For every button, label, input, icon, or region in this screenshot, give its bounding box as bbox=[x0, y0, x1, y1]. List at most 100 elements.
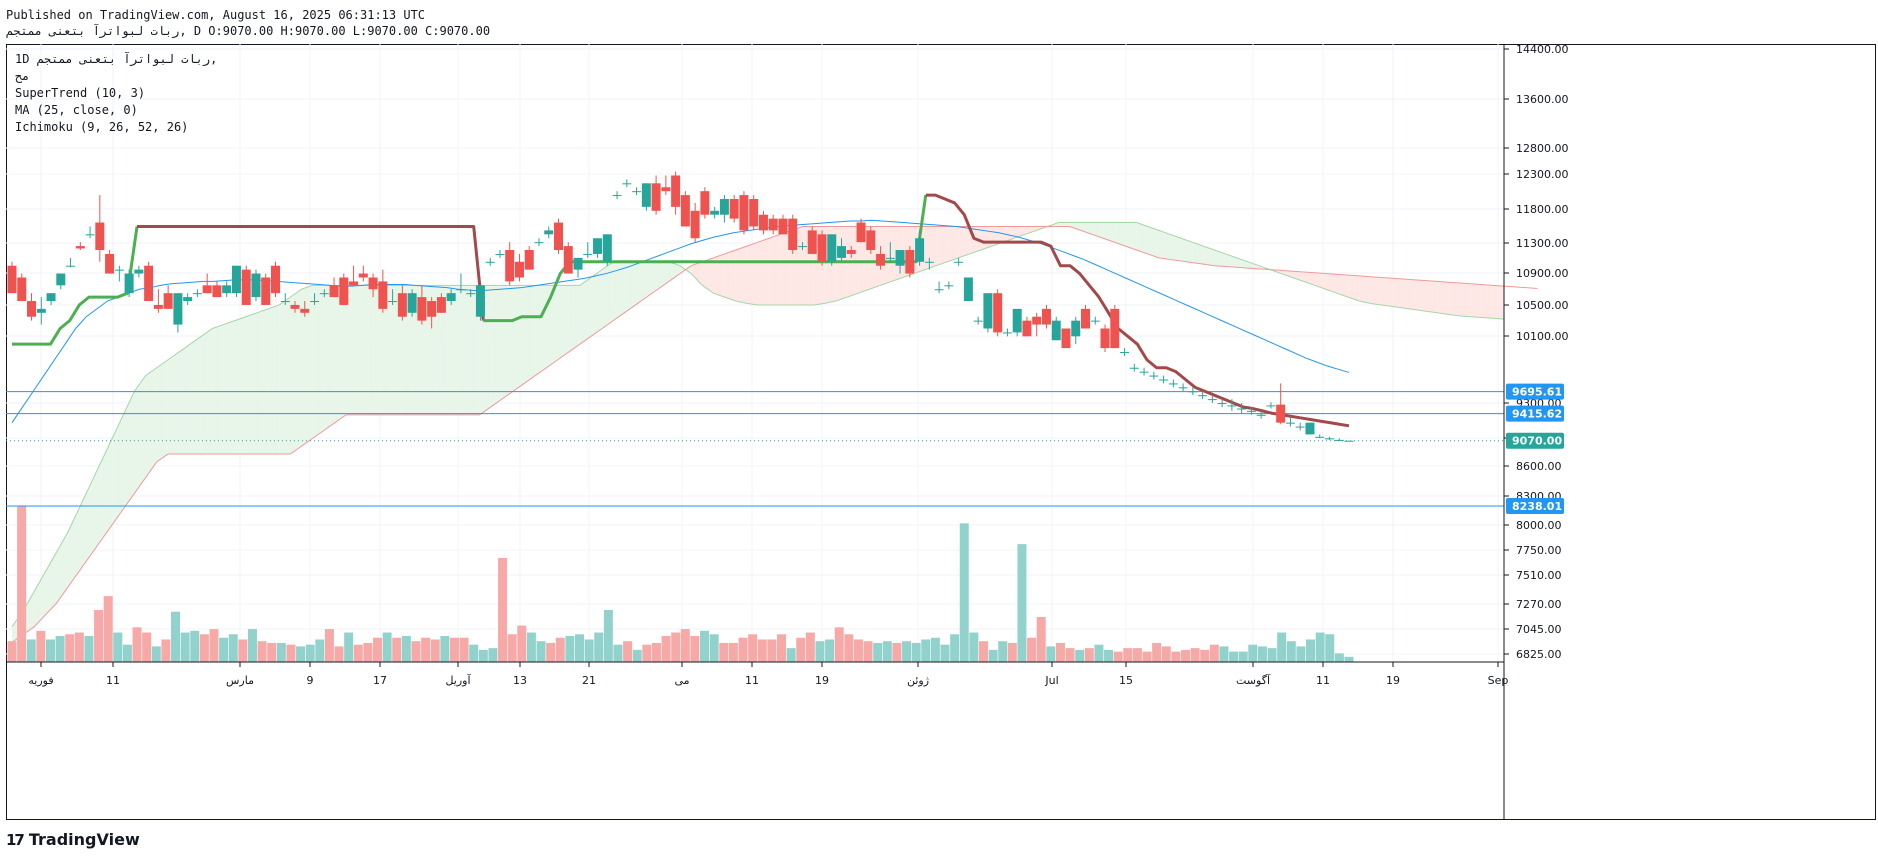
candle-body bbox=[544, 230, 554, 235]
legend-supertrend[interactable]: SuperTrend (10, 3) bbox=[15, 86, 146, 100]
price-tick-label: 6825.00 bbox=[1516, 648, 1562, 661]
volume-bar bbox=[844, 634, 854, 662]
candle-body bbox=[1090, 320, 1100, 322]
candle-body bbox=[993, 293, 1003, 333]
volume-bar bbox=[430, 639, 440, 662]
cloud-segment bbox=[134, 375, 146, 494]
cloud-segment bbox=[758, 238, 770, 305]
volume-bar bbox=[247, 629, 257, 662]
time-tick-label: 19 bbox=[1386, 674, 1400, 687]
volume-bar bbox=[1017, 544, 1027, 662]
cloud-segment bbox=[624, 261, 636, 313]
cloud-segment bbox=[179, 344, 191, 455]
volume-bar bbox=[555, 637, 565, 662]
candle-body bbox=[1266, 405, 1276, 407]
volume-bar bbox=[728, 642, 738, 662]
cloud-segment bbox=[746, 242, 758, 305]
candle-body bbox=[300, 308, 310, 313]
cloud-segment bbox=[1092, 222, 1104, 239]
candle-body bbox=[924, 261, 934, 263]
time-tick-label: 13 bbox=[513, 674, 527, 687]
candle-body bbox=[661, 187, 671, 192]
volume-bar bbox=[449, 637, 459, 662]
legend-ma[interactable]: MA (25, close, 0) bbox=[15, 103, 138, 117]
volume-bar bbox=[575, 634, 585, 662]
volume-bar bbox=[1344, 656, 1354, 662]
candle-body bbox=[7, 265, 17, 294]
volume-bar bbox=[1200, 649, 1210, 662]
candle-body bbox=[173, 293, 183, 325]
cloud-segment bbox=[323, 285, 335, 431]
volume-bar bbox=[1123, 648, 1133, 662]
volume-bar bbox=[892, 642, 902, 662]
cloud-segment bbox=[190, 336, 202, 455]
cloud-segment bbox=[557, 285, 569, 360]
volume-bar bbox=[1257, 646, 1267, 662]
cloud-segment bbox=[947, 226, 959, 262]
volume-bar bbox=[584, 639, 594, 662]
volume-bar bbox=[26, 639, 36, 662]
candle-body bbox=[202, 285, 212, 294]
candle-body bbox=[183, 297, 193, 302]
legend-interval: 1D bbox=[15, 52, 30, 66]
price-chart[interactable]: 14400.00 13600.00 12800.00 12300.00 11800.00… bbox=[6, 43, 1876, 820]
price-tick-label: 10500.00 bbox=[1516, 299, 1569, 312]
cloud-segment bbox=[435, 285, 447, 415]
volume-bar bbox=[1046, 646, 1056, 662]
volume-bar bbox=[796, 637, 806, 662]
volume-bar bbox=[113, 632, 123, 662]
candle-body bbox=[1246, 410, 1256, 412]
candle-body bbox=[1178, 387, 1188, 389]
cloud-segment bbox=[691, 261, 703, 286]
cloud-segment bbox=[702, 257, 714, 294]
cloud-segment bbox=[1426, 280, 1438, 313]
volume-bar bbox=[180, 632, 190, 662]
candle-body bbox=[573, 257, 583, 270]
candle-body bbox=[1022, 320, 1032, 337]
volume-bar bbox=[911, 642, 921, 662]
volume-bar bbox=[565, 636, 575, 662]
candle-body bbox=[1120, 352, 1130, 354]
volume-bar bbox=[1219, 646, 1229, 662]
candle-body bbox=[1149, 375, 1159, 377]
candle-body bbox=[524, 250, 534, 270]
legend-symbol[interactable]: 1D رﺑﺎت ﻟﺒﻮاﺗﺮآ ﺑﺘﻌﻨﯽ ﻣﻤﺘﺠﻢ, bbox=[15, 52, 217, 66]
volume-bar bbox=[1142, 651, 1152, 662]
candle-body bbox=[124, 273, 134, 294]
cloud-segment bbox=[713, 253, 725, 298]
volume-bar bbox=[122, 644, 132, 662]
volume-bar bbox=[478, 649, 488, 662]
cloud-segment bbox=[925, 226, 937, 270]
cloud-segment bbox=[89, 461, 102, 557]
volume-bar bbox=[1190, 648, 1200, 662]
candle-body bbox=[1198, 395, 1208, 397]
candle-body bbox=[876, 253, 886, 266]
volume-bar bbox=[1161, 646, 1171, 662]
cloud-segment bbox=[1069, 222, 1081, 231]
volume-bar bbox=[1325, 634, 1335, 662]
volume-bar bbox=[199, 634, 209, 662]
candle-body bbox=[827, 234, 837, 262]
span-b-line bbox=[11, 225, 1538, 643]
volume-bar bbox=[142, 632, 152, 662]
cloud-segment bbox=[613, 261, 625, 321]
price-tick-label: 8600.00 bbox=[1516, 460, 1562, 473]
cloud-segment bbox=[568, 285, 580, 353]
cloud-segment bbox=[245, 312, 257, 455]
legend-ichimoku[interactable]: Ichimoku (9, 26, 52, 26) bbox=[15, 120, 189, 134]
cloud-segment bbox=[635, 261, 647, 305]
candle-body bbox=[1129, 367, 1139, 369]
volume-bar bbox=[709, 634, 719, 662]
cloud-segment bbox=[468, 285, 480, 415]
legend-exchange: ﻣﺢ bbox=[15, 69, 30, 83]
candle-body bbox=[1324, 438, 1334, 440]
cloud-segment bbox=[1080, 222, 1093, 235]
time-tick-label: 21 bbox=[582, 674, 596, 687]
candle-body bbox=[554, 222, 564, 251]
tradingview-logo[interactable]: 17 TradingView bbox=[6, 830, 140, 849]
candle-body bbox=[593, 238, 603, 254]
candle-body bbox=[1139, 371, 1149, 373]
chart-frame[interactable]: 14400.00 13600.00 12800.00 12300.00 11800.00… bbox=[6, 43, 1876, 820]
candle-body bbox=[583, 253, 593, 255]
cloud-segment bbox=[1136, 222, 1148, 254]
